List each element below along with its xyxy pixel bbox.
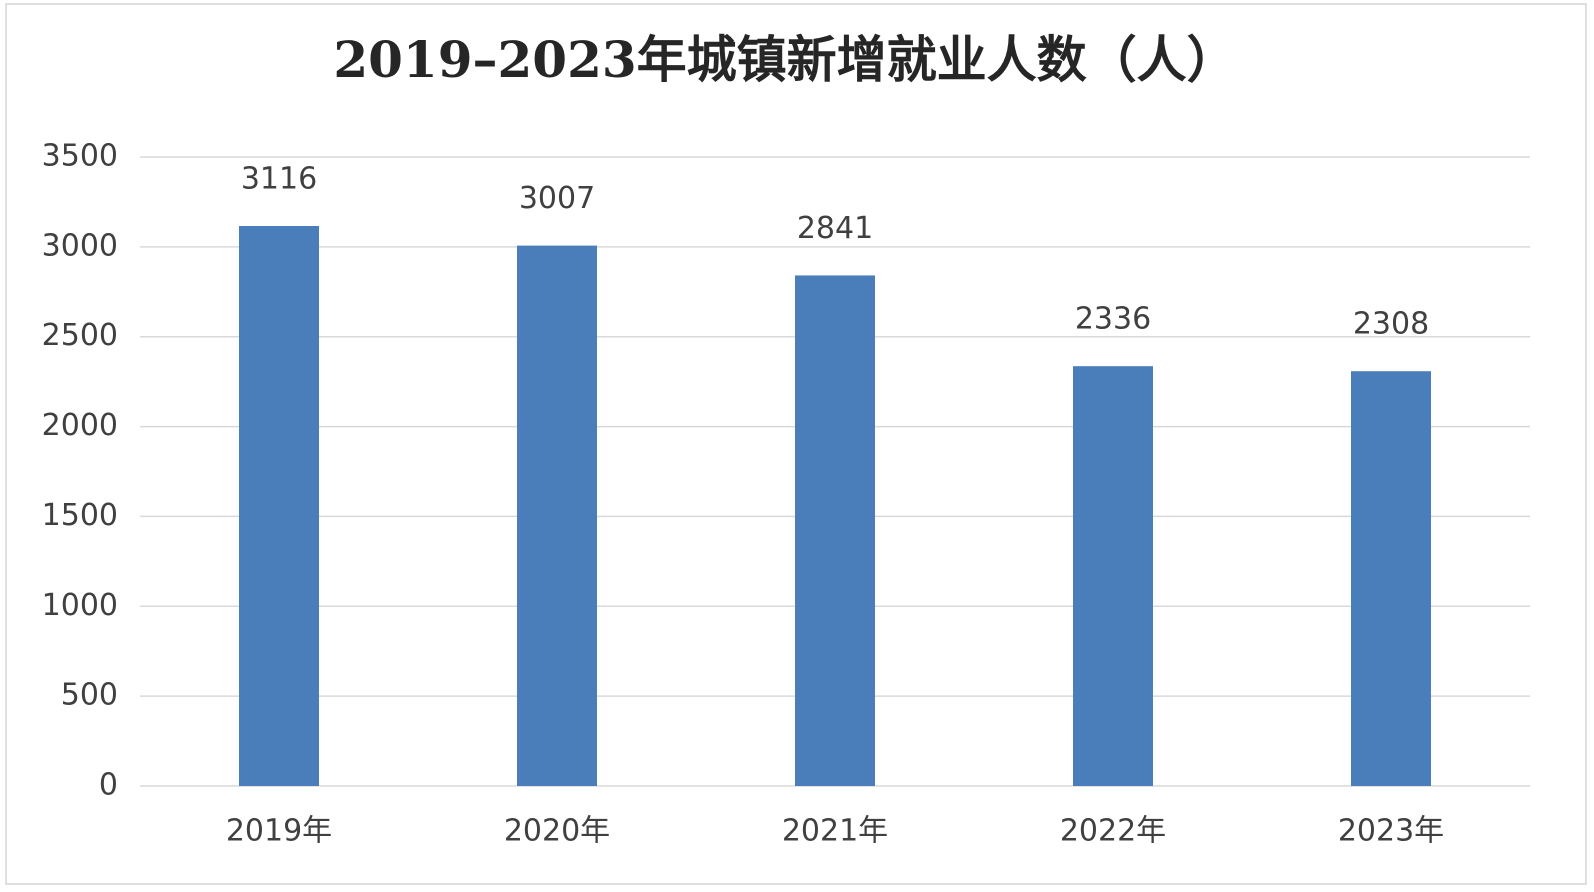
x-tick-label: 2019年 <box>226 814 332 849</box>
x-tick-label: 2023年 <box>1338 814 1444 849</box>
x-tick-label: 2020年 <box>504 814 610 849</box>
y-tick-label: 1500 <box>42 498 118 533</box>
y-tick-label: 2000 <box>42 408 118 443</box>
y-tick-label: 500 <box>61 678 118 713</box>
bar <box>517 245 597 787</box>
y-tick-label: 1000 <box>42 588 118 623</box>
y-tick-label: 3000 <box>42 228 118 263</box>
data-label: 2841 <box>797 211 873 246</box>
data-label: 2336 <box>1075 302 1151 337</box>
x-tick-label: 2021年 <box>782 814 888 849</box>
y-tick-label: 0 <box>99 768 118 803</box>
bar <box>795 275 875 786</box>
x-tick-label: 2022年 <box>1060 814 1166 849</box>
chart-title: 2019–2023年城镇新增就业人数（人） <box>333 30 1236 89</box>
bar <box>239 226 319 787</box>
bar <box>1073 366 1153 786</box>
y-tick-label: 2500 <box>42 318 118 353</box>
bar <box>1351 371 1431 786</box>
data-label: 2308 <box>1353 307 1429 342</box>
y-tick-label: 3500 <box>42 139 118 174</box>
data-label: 3116 <box>241 162 317 197</box>
data-label: 3007 <box>519 181 595 216</box>
